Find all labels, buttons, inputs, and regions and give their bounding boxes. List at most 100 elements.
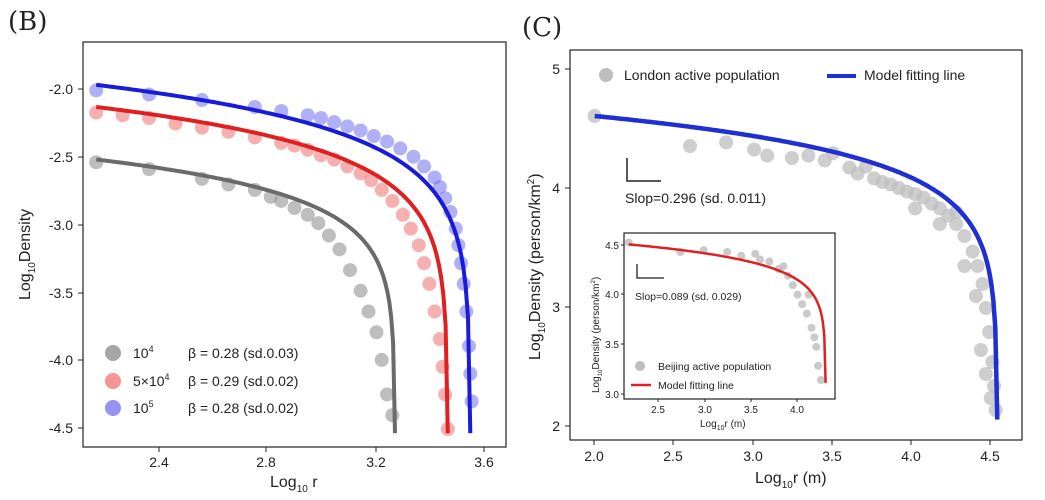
legend-label-5e4: 5×104: [133, 372, 170, 389]
b-point: [311, 216, 326, 231]
b-point: [327, 115, 342, 130]
b-point: [321, 228, 336, 243]
b-fit-line: [95, 82, 473, 434]
legend-model-label: Model fitting line: [864, 67, 965, 83]
c-point: [784, 151, 799, 165]
legend-beta-1e4: β = 0.28 (sd.0.03): [188, 345, 298, 361]
legend-label-1e4: 104: [133, 344, 154, 361]
b-xtick-label: 2.8: [256, 454, 276, 470]
i-point: [788, 281, 797, 290]
i-point: [765, 257, 774, 266]
i-point: [816, 376, 825, 385]
i-ytick-label: 4.5: [605, 241, 619, 252]
c-point: [801, 148, 816, 163]
c-xtick-label: 3.5: [822, 448, 842, 464]
legend-label-1e5: 105: [133, 399, 154, 416]
i-point: [802, 309, 811, 318]
c-xtick-label: 3.0: [743, 448, 763, 464]
panel-c-frame: [569, 49, 1023, 441]
inset-y-ticks: 4.5 4.0 3.5 3.0: [605, 241, 624, 401]
i-point: [810, 333, 819, 342]
b-point: [353, 283, 368, 298]
b-point: [411, 238, 426, 253]
b-point: [380, 134, 395, 149]
b-point: [89, 155, 104, 170]
c-point: [949, 217, 964, 231]
inset-fit-line: [628, 243, 827, 383]
i-xtick-label: 3.5: [744, 405, 758, 416]
b-ytick-label: -3.0: [49, 217, 73, 233]
c-point: [983, 391, 998, 405]
c-point: [957, 229, 972, 243]
panel-b-y-axis-label: Log10Density: [17, 209, 38, 300]
b-point: [417, 256, 432, 271]
i-point: [779, 262, 788, 271]
b-fit-line: [95, 157, 397, 434]
c-point: [747, 142, 762, 157]
panel-b-x-axis-label: Log10 r: [270, 474, 318, 495]
c-point: [587, 109, 602, 123]
c-point: [978, 301, 993, 315]
b-point: [332, 242, 347, 257]
inset-legend-beijing-marker: [635, 361, 645, 371]
i-point: [807, 323, 816, 332]
i-ytick-label: 3.5: [605, 340, 619, 351]
legend-marker-1e4: [105, 345, 121, 361]
c-point: [973, 343, 988, 357]
inset-legend-beijing-label: Beijing active population: [658, 361, 771, 373]
panel-c-y-ticks: 5 4 3 2: [552, 61, 570, 434]
c-xtick-label: 2.5: [663, 448, 683, 464]
c-xtick-label: 4.0: [901, 448, 921, 464]
legend-london-marker: [599, 68, 613, 82]
b-point: [403, 221, 418, 236]
c-ytick-label: 3: [552, 299, 560, 315]
b-point: [343, 263, 358, 278]
inset-slope-marker: Slop=0.089 (sd. 0.029): [635, 264, 742, 303]
panel-b-fit-lines: [95, 82, 473, 434]
panel-c-y-axis-label: Log10Density (person/km2): [526, 173, 548, 360]
c-point: [965, 244, 980, 259]
c-point: [932, 217, 947, 231]
i-fit-line: [628, 243, 827, 383]
panel-c-legend: London active population Model fitting l…: [599, 67, 965, 83]
i-point: [751, 249, 760, 258]
b-point: [313, 111, 328, 126]
b-point: [422, 276, 437, 291]
c-ytick-label: 4: [552, 180, 560, 196]
legend-beta-1e5: β = 0.28 (sd.0.02): [188, 400, 298, 416]
legend-marker-1e5: [105, 400, 121, 416]
c-point: [908, 201, 923, 216]
c-ytick-label: 5: [552, 61, 560, 77]
panel-c-x-axis-label: Log10r (m): [755, 470, 827, 491]
inset-x-axis-label: Log10r (m): [700, 419, 746, 432]
legend-marker-5e4: [105, 373, 121, 389]
inset-frame: [623, 232, 836, 400]
i-point: [723, 247, 732, 256]
inset-points: [624, 238, 825, 385]
legend-beta-5e4: β = 0.29 (sd.0.02): [188, 373, 298, 389]
inset-slope-bracket: [636, 264, 664, 279]
legend-london-label: London active population: [624, 67, 780, 83]
slope-bracket: [626, 158, 661, 182]
i-point: [793, 290, 802, 299]
i-point: [798, 300, 807, 309]
b-point: [432, 332, 447, 347]
c-point: [982, 325, 997, 339]
inset-y-axis-label: Log10Density (person/km2): [591, 277, 604, 393]
c-point: [968, 289, 983, 303]
panel-b-y-ticks: -2.0 -2.5 -3.0 -3.5 -4.0 -4.5: [49, 81, 83, 436]
panel-c-x-ticks: 2.0 2.5 3.0 3.5 4.0 4.5: [584, 440, 1000, 464]
c-point: [970, 259, 985, 273]
panel-b-x-ticks: 2.4 2.8 3.2 3.6: [149, 447, 494, 470]
b-point: [406, 149, 421, 164]
c-xtick-label: 4.5: [980, 448, 1000, 464]
i-xtick-label: 2.5: [651, 405, 665, 416]
i-point: [755, 255, 764, 264]
c-point: [978, 367, 993, 381]
panel-b-legend: 104 β = 0.28 (sd.0.03) 5×104 β = 0.29 (s…: [105, 344, 298, 416]
c-xtick-label: 2.0: [584, 448, 604, 464]
i-ytick-label: 3.0: [605, 390, 619, 401]
inset-x-ticks: 2.5 3.0 3.5 4.0: [651, 399, 804, 416]
b-point: [380, 387, 395, 402]
